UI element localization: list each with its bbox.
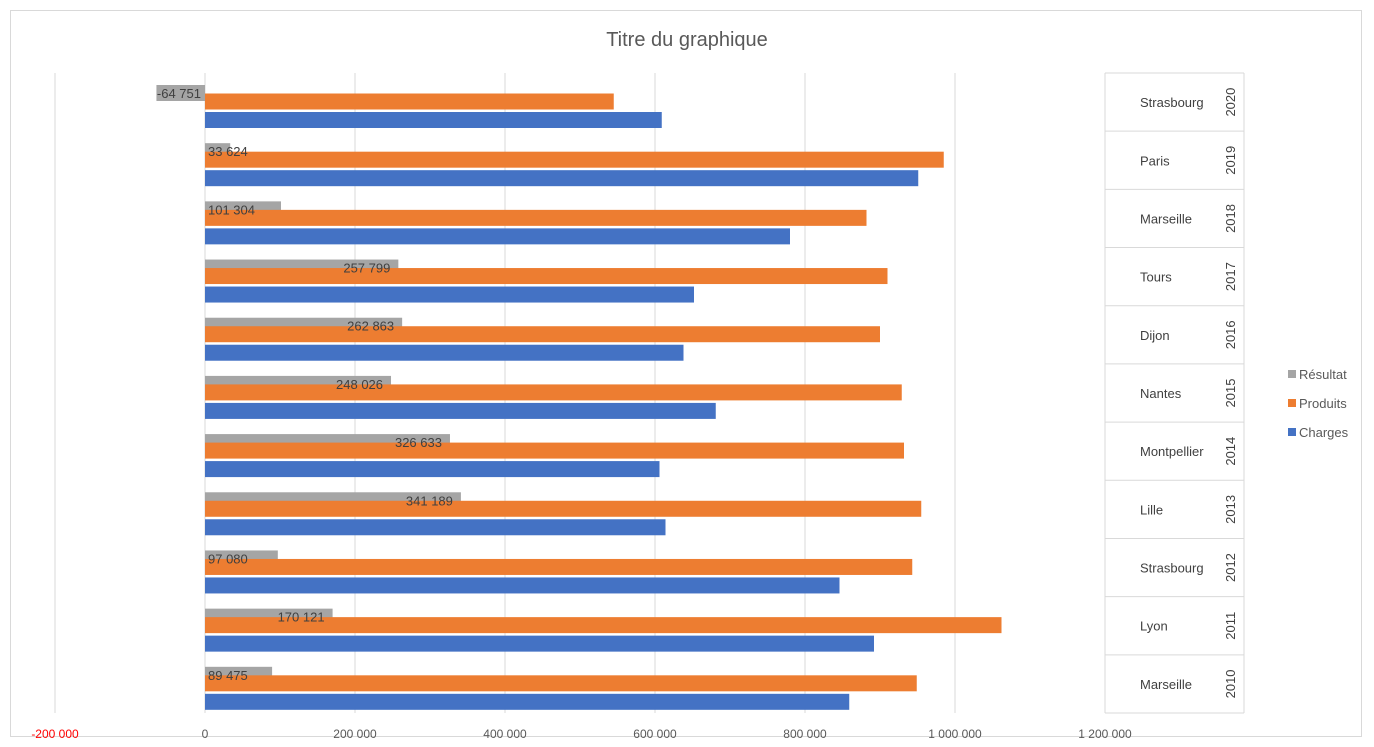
category-city-label: Marseille: [1140, 211, 1192, 226]
data-label: 170 121: [278, 610, 325, 625]
bar-charges: [205, 112, 662, 128]
category-city-label: Marseille: [1140, 677, 1192, 692]
legend-swatch: [1288, 428, 1296, 436]
bar-produits: [205, 384, 902, 401]
category-year-label: 2017: [1223, 262, 1238, 291]
legend-label: Produits: [1299, 396, 1347, 411]
bar-produits: [205, 558, 913, 575]
data-label: 248 026: [336, 377, 383, 392]
category-city-label: Lille: [1140, 502, 1163, 517]
data-label: 257 799: [343, 261, 390, 276]
category-city-label: Strasbourg: [1140, 95, 1204, 110]
data-label: 262 863: [347, 319, 394, 334]
category-table: Strasbourg 2020 Paris 2019 Marseille 2018 Tour…: [1104, 72, 1245, 714]
category-city-label: Montpellier: [1140, 444, 1204, 459]
category-city-label: Dijon: [1140, 328, 1170, 343]
bar-produits: [205, 500, 922, 517]
data-label: 101 304: [208, 202, 255, 217]
category-city-label: Tours: [1140, 270, 1172, 285]
bar-charges: [205, 286, 694, 303]
category-year-label: 2016: [1223, 320, 1238, 349]
bars: [156, 85, 1002, 710]
category-year-label: 2013: [1223, 495, 1238, 524]
bar-charges: [205, 228, 790, 245]
bar-charges: [205, 577, 840, 594]
category-city-label: Paris: [1140, 153, 1170, 168]
category-city-label: Lyon: [1140, 619, 1168, 634]
category-year-label: 2011: [1223, 612, 1238, 640]
bar-charges: [205, 170, 919, 187]
x-tick-label: 200 000: [333, 727, 377, 741]
data-labels: -64 751 33 624 101 304 257 799 262 863 248 02…: [157, 86, 453, 683]
category-city-label: Strasbourg: [1140, 561, 1204, 576]
bar-produits: [205, 442, 904, 459]
data-label: -64 751: [157, 86, 201, 101]
bar-produits: [205, 151, 944, 168]
category-city-label: Nantes: [1140, 386, 1182, 401]
category-year-label: 2010: [1223, 669, 1238, 698]
x-axis-ticks: -200 000 0 200 000 400 000 600 000 800 000 1 0…: [31, 727, 1132, 741]
bar-produits: [205, 93, 614, 110]
bar-produits: [205, 326, 880, 343]
chart-title: Titre du graphique: [606, 29, 768, 51]
bar-charges: [205, 402, 716, 419]
x-tick-label: -200 000: [31, 727, 79, 741]
x-tick-label: 800 000: [783, 727, 827, 741]
data-label: 89 475: [208, 668, 248, 683]
bar-rsultat: [156, 85, 205, 101]
category-year-label: 2018: [1223, 204, 1238, 233]
category-year-label: 2019: [1223, 146, 1238, 175]
data-label: 33 624: [208, 144, 248, 159]
data-label: 341 189: [406, 493, 453, 508]
bar-charges: [205, 519, 666, 536]
data-label: 326 633: [395, 435, 442, 450]
bar-produits: [205, 675, 917, 692]
data-label: 97 080: [208, 551, 248, 566]
legend-swatch: [1288, 399, 1296, 407]
x-tick-label: 1 000 000: [928, 727, 982, 741]
bar-charges: [205, 693, 850, 710]
bar-charges: [205, 635, 874, 652]
x-tick-label: 1 200 000: [1078, 727, 1132, 741]
bar-produits: [205, 209, 867, 226]
legend-label: Charges: [1299, 425, 1349, 440]
bar-charges: [205, 344, 684, 361]
x-tick-label: 400 000: [483, 727, 527, 741]
bar-produits: [205, 268, 888, 285]
x-tick-label: 0: [202, 727, 209, 741]
bar-produits: [205, 617, 1002, 634]
category-year-label: 2020: [1223, 88, 1238, 117]
x-tick-label: 600 000: [633, 727, 677, 741]
category-year-label: 2014: [1223, 437, 1238, 466]
legend-label: Résultat: [1299, 367, 1347, 382]
legend: Résultat Produits Charges: [1288, 367, 1349, 440]
bar-charges: [205, 461, 660, 478]
category-year-label: 2015: [1223, 379, 1238, 408]
legend-swatch: [1288, 370, 1296, 378]
category-year-label: 2012: [1223, 553, 1238, 582]
